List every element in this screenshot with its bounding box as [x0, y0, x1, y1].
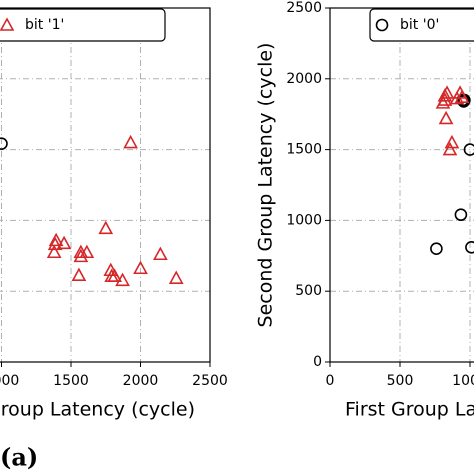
triangle-marker — [438, 110, 454, 125]
triangle-marker — [454, 89, 470, 104]
triangle-marker — [98, 220, 114, 235]
y-tick-label: 500 — [295, 283, 322, 299]
circle-marker — [465, 241, 474, 254]
x-tick-label: 500 — [387, 373, 414, 389]
circle-marker — [0, 137, 8, 150]
y-tick-label: 2000 — [286, 71, 322, 87]
plot: 050010001500200025001000150020002500Firs… — [0, 7, 228, 421]
triangle-marker — [73, 248, 89, 263]
legend-marker — [375, 18, 389, 32]
triangle-marker — [48, 232, 64, 247]
x-tick-label: 0 — [326, 373, 335, 389]
triangle-marker — [107, 268, 122, 282]
triangle-marker — [46, 244, 62, 259]
circle-marker — [463, 143, 474, 156]
circle-marker — [454, 208, 468, 222]
triangle-marker — [123, 134, 138, 149]
y-tick-label: 0 — [313, 354, 322, 370]
x-tick-label: 1500 — [53, 373, 89, 389]
triangle-marker — [47, 236, 63, 251]
plot: 0 500 1000 1500 2000 2500 0 500 1000 First Group … — [255, 0, 474, 421]
y-tick-label: 2500 — [286, 0, 322, 16]
triangle-marker — [444, 134, 460, 149]
triangle-marker — [79, 244, 95, 259]
y-tick-label: 1500 — [286, 142, 322, 158]
triangle-marker — [435, 95, 451, 109]
triangle-marker — [103, 262, 119, 277]
triangle-marker — [115, 272, 130, 287]
legend-label: bit '1' — [25, 17, 64, 33]
legend-label: bit '0' — [400, 17, 439, 33]
legend-marker — [0, 17, 15, 31]
x-tick-label: 1000 — [452, 373, 474, 389]
triangle-marker — [439, 85, 455, 99]
x-tick-label: 2000 — [123, 373, 159, 389]
y-axis-label: Second Group Latency (cycle) — [255, 43, 277, 328]
x-tick-label: 1000 — [0, 373, 19, 389]
plot-frame — [329, 7, 474, 363]
triangle-marker — [56, 235, 72, 250]
panel-label: (a) — [0, 443, 38, 472]
triangle-marker — [153, 246, 168, 261]
x-tick-label: 2500 — [192, 373, 228, 389]
x-axis-label: First Group Latency (cycle) — [345, 399, 474, 421]
triangle-marker — [133, 260, 148, 275]
circle-marker — [430, 242, 443, 256]
plot-frame — [0, 7, 211, 363]
legend-box — [0, 8, 166, 42]
legend-box — [369, 8, 474, 42]
x-axis-label: First Group Latency (cycle) — [0, 399, 195, 421]
y-tick-label: 1000 — [286, 212, 322, 228]
triangle-marker — [442, 141, 458, 156]
triangle-marker — [168, 270, 184, 284]
triangle-marker — [71, 267, 87, 281]
